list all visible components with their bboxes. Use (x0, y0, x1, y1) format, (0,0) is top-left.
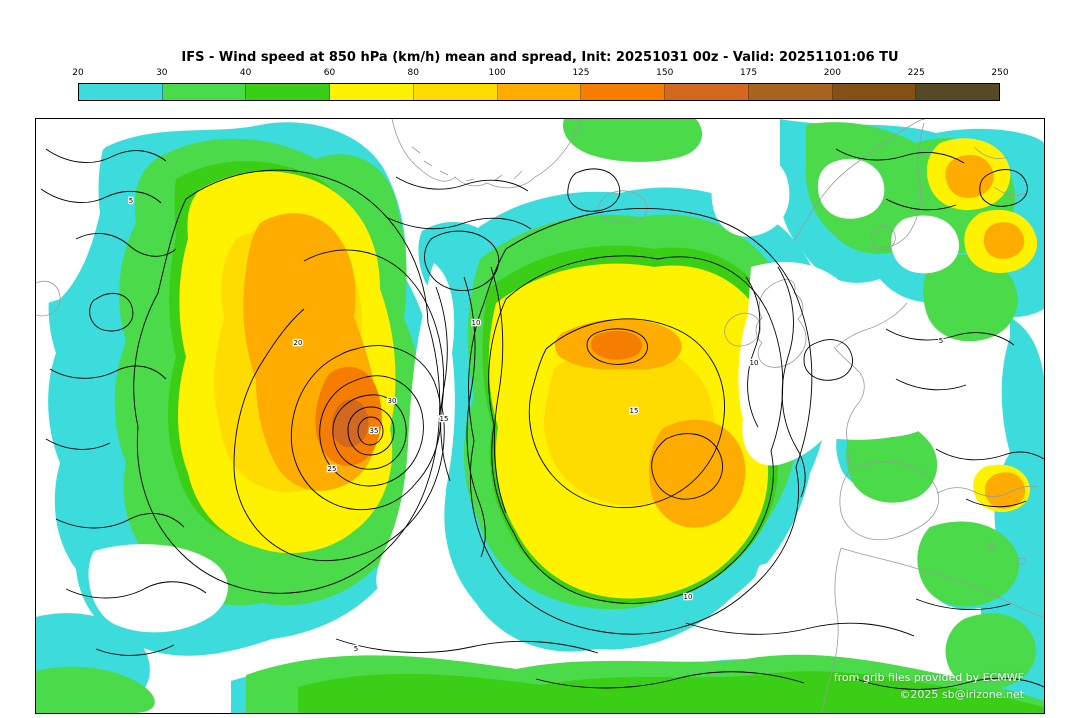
contour-label: 10 (684, 593, 693, 601)
contour-label: 5 (354, 645, 358, 653)
colorbar-segment (665, 84, 749, 100)
colorbar-tick: 100 (488, 68, 506, 78)
contour-label: 35 (370, 427, 379, 435)
calm-region-white (36, 119, 114, 307)
colorbar-tick: 125 (572, 68, 590, 78)
colorbar-segment (581, 84, 666, 100)
map-canvas: 35 30 25 20 15 10 5 10 5 15 10 5 from gr… (35, 118, 1045, 714)
spread-contours (40, 148, 1044, 690)
colorbar-segment (497, 84, 582, 100)
colorbar-tick: 60 (323, 68, 336, 78)
coastlines (36, 119, 1044, 713)
colorbar-tick: 80 (407, 68, 419, 78)
wind-field-svg: 35 30 25 20 15 10 5 10 5 15 10 5 (36, 119, 1044, 713)
colorbar-segment (832, 84, 917, 100)
colorbar-tick: 175 (739, 68, 758, 78)
colorbar-segment (79, 84, 163, 100)
colorbar-tick: 250 (991, 68, 1009, 78)
colorbar-ticks: 20 30 40 60 80 100 125 150 175 200 225 2… (72, 68, 1008, 82)
contour-label: 20 (294, 339, 303, 347)
contour-label: 25 (328, 465, 337, 473)
colorbar-segment (162, 84, 247, 100)
contour-label: 10 (472, 319, 481, 327)
contour-label: 10 (750, 359, 759, 367)
contour-label: 30 (388, 397, 397, 405)
wind-region-core-max (331, 399, 369, 448)
colorbar-tick: 150 (656, 68, 674, 78)
contour-label: 5 (939, 337, 943, 345)
colorbar-segment (748, 84, 833, 100)
contour-label: 15 (440, 415, 449, 423)
colorbar-tick: 200 (823, 68, 841, 78)
attribution: from grib files provided by ECMWF ©2025 … (834, 669, 1024, 703)
chart-title: IFS - Wind speed at 850 hPa (km/h) mean … (181, 50, 899, 65)
contour-labels: 35 30 25 20 15 10 5 10 5 15 10 5 (128, 196, 945, 655)
colorbar-gradient (78, 83, 1000, 101)
colorbar-tick: 30 (156, 68, 168, 78)
contour-label: 5 (129, 197, 133, 205)
attribution-line2: ©2025 sb@irizone.net (899, 687, 1024, 701)
contour-label: 15 (630, 407, 639, 415)
colorbar-tick: 20 (72, 68, 84, 78)
colorbar-tick: 40 (239, 68, 252, 78)
colorbar-segment (413, 84, 498, 100)
colorbar: 20 30 40 60 80 100 125 150 175 200 225 2… (72, 68, 1009, 101)
colorbar-segment (916, 84, 1000, 100)
colorbar-tick: 225 (907, 68, 925, 78)
colorbar-segment (246, 84, 331, 100)
attribution-line1: from grib files provided by ECMWF (833, 670, 1024, 684)
calm-channels-white (88, 152, 960, 643)
colorbar-segment (330, 84, 414, 100)
